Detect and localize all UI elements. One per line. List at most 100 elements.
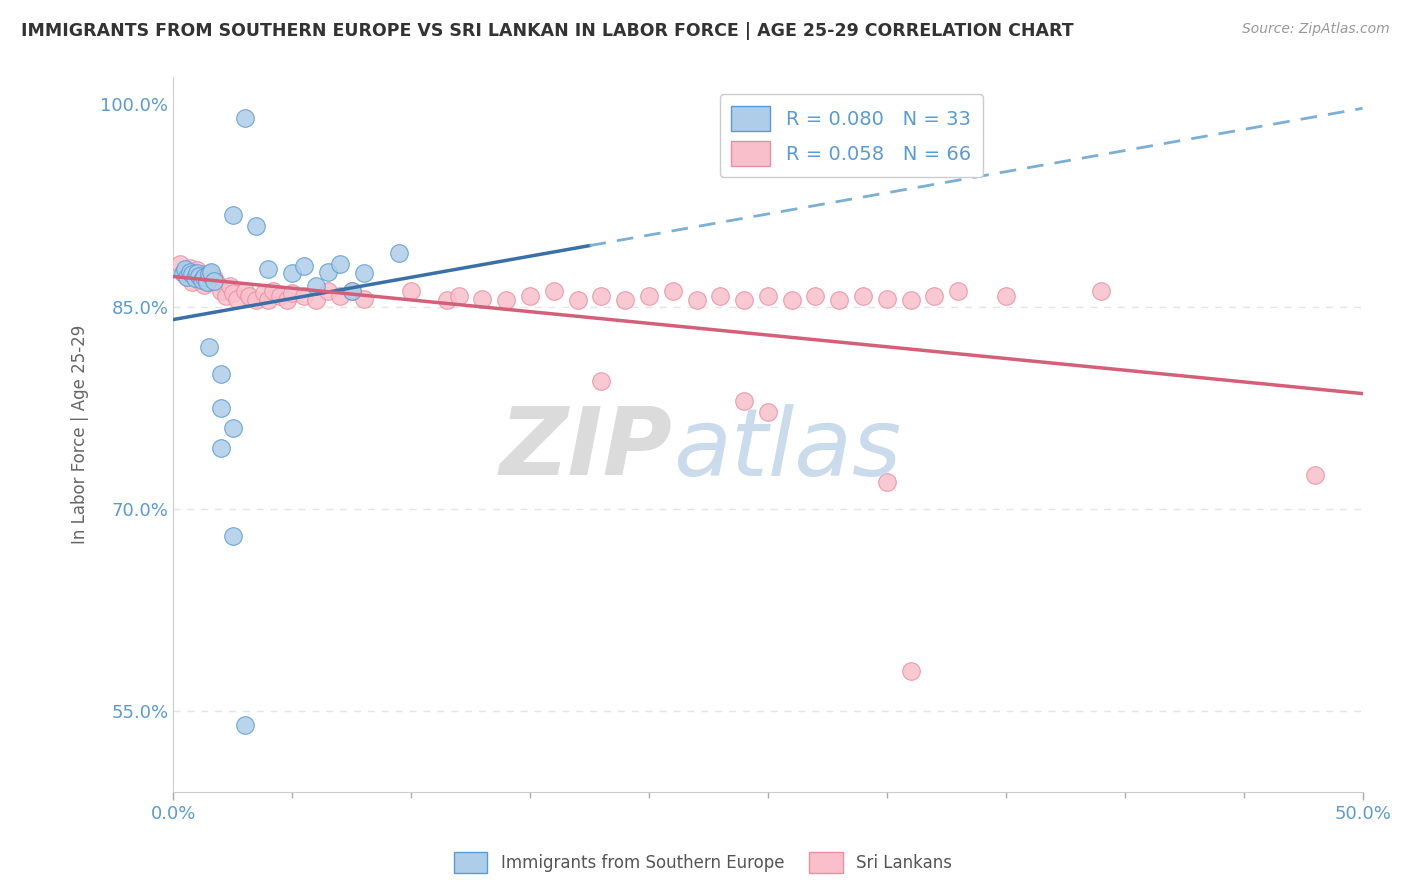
Point xyxy=(281,286,304,301)
Point xyxy=(316,284,339,298)
Point xyxy=(685,293,707,307)
Point xyxy=(176,270,198,285)
Point xyxy=(924,289,946,303)
Point xyxy=(209,367,232,381)
Point xyxy=(281,266,304,280)
Point xyxy=(186,266,208,280)
Point xyxy=(733,394,755,409)
Point xyxy=(205,276,228,290)
Point xyxy=(567,293,589,307)
Point xyxy=(200,265,222,279)
Point xyxy=(614,293,637,307)
Point xyxy=(305,293,328,307)
Point xyxy=(221,421,243,435)
Point xyxy=(179,260,201,275)
Point xyxy=(661,284,683,298)
Point xyxy=(221,529,243,543)
Point xyxy=(202,271,225,285)
Point xyxy=(900,664,922,678)
Point xyxy=(174,265,197,279)
Point xyxy=(209,401,232,415)
Point xyxy=(221,286,243,301)
Point xyxy=(176,270,198,285)
Point xyxy=(876,292,898,306)
Legend: Immigrants from Southern Europe, Sri Lankans: Immigrants from Southern Europe, Sri Lan… xyxy=(447,846,959,880)
Point xyxy=(276,293,298,307)
Point xyxy=(174,262,197,277)
Text: Source: ZipAtlas.com: Source: ZipAtlas.com xyxy=(1241,22,1389,37)
Point xyxy=(195,276,218,290)
Point xyxy=(804,289,827,303)
Point xyxy=(257,293,280,307)
Legend: R = 0.080   N = 33, R = 0.058   N = 66: R = 0.080 N = 33, R = 0.058 N = 66 xyxy=(720,95,983,178)
Y-axis label: In Labor Force | Age 25-29: In Labor Force | Age 25-29 xyxy=(72,326,89,544)
Point xyxy=(900,293,922,307)
Point xyxy=(181,276,204,290)
Point xyxy=(183,268,205,282)
Point xyxy=(209,284,232,298)
Point xyxy=(233,718,256,732)
Text: ZIP: ZIP xyxy=(501,403,672,495)
Text: atlas: atlas xyxy=(672,404,901,495)
Point xyxy=(994,289,1017,303)
Point xyxy=(780,293,803,307)
Point xyxy=(543,284,565,298)
Point xyxy=(193,270,215,285)
Point xyxy=(221,208,243,222)
Point xyxy=(756,405,779,419)
Point xyxy=(245,219,267,233)
Point xyxy=(1303,468,1326,483)
Point xyxy=(200,266,222,280)
Point xyxy=(188,268,211,283)
Point xyxy=(198,340,221,354)
Point xyxy=(340,284,363,298)
Point xyxy=(876,475,898,489)
Point xyxy=(733,293,755,307)
Point xyxy=(169,256,191,270)
Point xyxy=(214,289,236,303)
Point xyxy=(257,262,280,277)
Point xyxy=(172,266,194,280)
Point xyxy=(292,260,315,274)
Point xyxy=(181,268,204,282)
Point xyxy=(638,289,661,303)
Point xyxy=(188,273,211,287)
Point xyxy=(756,289,779,303)
Point xyxy=(353,266,375,280)
Point xyxy=(233,111,256,125)
Point xyxy=(436,293,458,307)
Point xyxy=(209,442,232,456)
Point xyxy=(305,279,328,293)
Point xyxy=(179,265,201,279)
Point xyxy=(219,279,242,293)
Text: IMMIGRANTS FROM SOUTHERN EUROPE VS SRI LANKAN IN LABOR FORCE | AGE 25-29 CORRELA: IMMIGRANTS FROM SOUTHERN EUROPE VS SRI L… xyxy=(21,22,1074,40)
Point xyxy=(471,292,494,306)
Point xyxy=(190,273,212,287)
Point xyxy=(399,284,422,298)
Point xyxy=(316,265,339,279)
Point xyxy=(828,293,851,307)
Point xyxy=(519,289,541,303)
Point xyxy=(292,289,315,303)
Point xyxy=(226,292,249,306)
Point xyxy=(709,289,731,303)
Point xyxy=(202,274,225,288)
Point xyxy=(340,284,363,298)
Point xyxy=(198,276,221,290)
Point xyxy=(495,293,517,307)
Point xyxy=(591,289,613,303)
Point xyxy=(195,270,218,285)
Point xyxy=(193,278,215,293)
Point xyxy=(198,268,221,282)
Point xyxy=(238,289,260,303)
Point xyxy=(186,263,208,277)
Point xyxy=(329,256,352,270)
Point xyxy=(269,289,291,303)
Point xyxy=(591,374,613,388)
Point xyxy=(388,245,411,260)
Point xyxy=(252,286,274,301)
Point xyxy=(183,271,205,285)
Point xyxy=(447,289,470,303)
Point xyxy=(329,289,352,303)
Point xyxy=(946,284,969,298)
